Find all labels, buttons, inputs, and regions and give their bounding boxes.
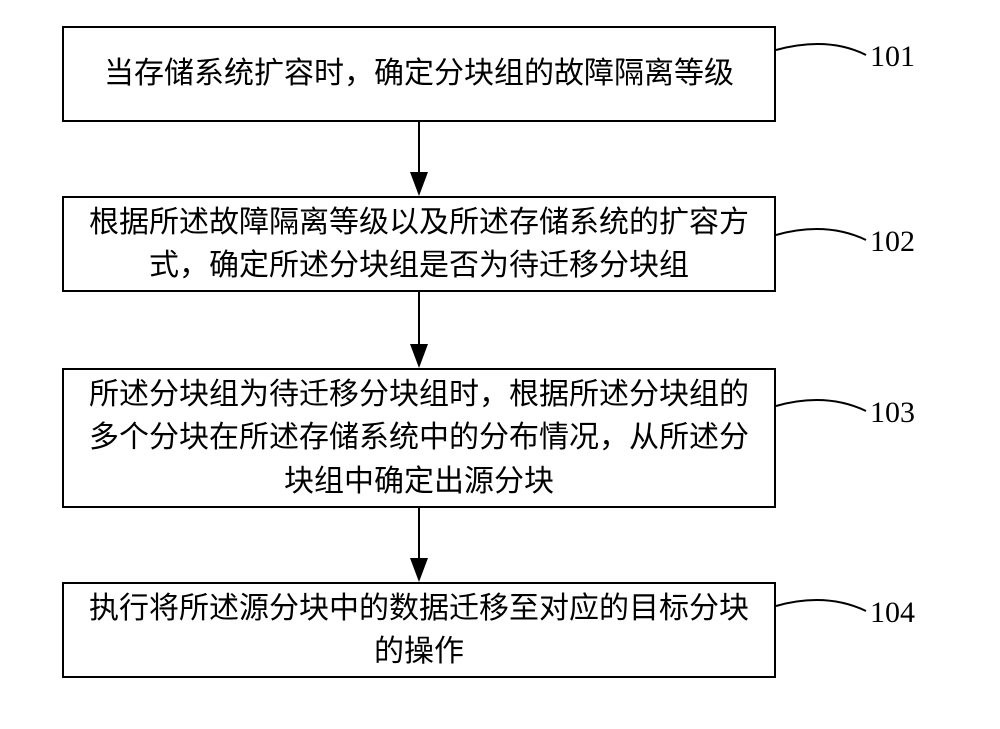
arrow-head-icon [410,344,428,368]
flow-step-label-text: 104 [870,596,915,629]
flow-step-step1: 当存储系统扩容时，确定分块组的故障隔离等级 [62,26,776,122]
flow-step-label-text: 101 [870,40,915,73]
flow-step-label-text: 102 [870,225,915,258]
flow-step-step3: 所述分块组为待迁移分块组时，根据所述分块组的多个分块在所述存储系统中的分布情况，… [62,368,776,508]
flow-step-label-step4: 104 [870,596,915,630]
arrow-head-icon [410,558,428,582]
flow-step-step2: 根据所述故障隔离等级以及所述存储系统的扩容方式，确定所述分块组是否为待迁移分块组 [62,196,776,292]
arrow-head-icon [410,172,428,196]
flow-step-label-text: 103 [870,396,915,429]
label-connector [776,229,866,240]
label-connector [776,600,866,611]
label-connector [776,400,866,411]
flow-step-text: 所述分块组为待迁移分块组时，根据所述分块组的多个分块在所述存储系统中的分布情况，… [84,373,754,504]
flow-step-label-step3: 103 [870,396,915,430]
flow-step-step4: 执行将所述源分块中的数据迁移至对应的目标分块的操作 [62,582,776,678]
flow-step-text: 根据所述故障隔离等级以及所述存储系统的扩容方式，确定所述分块组是否为待迁移分块组 [84,201,754,288]
flow-step-label-step1: 101 [870,40,915,74]
flow-step-text: 执行将所述源分块中的数据迁移至对应的目标分块的操作 [84,587,754,674]
label-connector [776,44,866,55]
flow-step-label-step2: 102 [870,225,915,259]
flow-step-text: 当存储系统扩容时，确定分块组的故障隔离等级 [104,52,734,96]
